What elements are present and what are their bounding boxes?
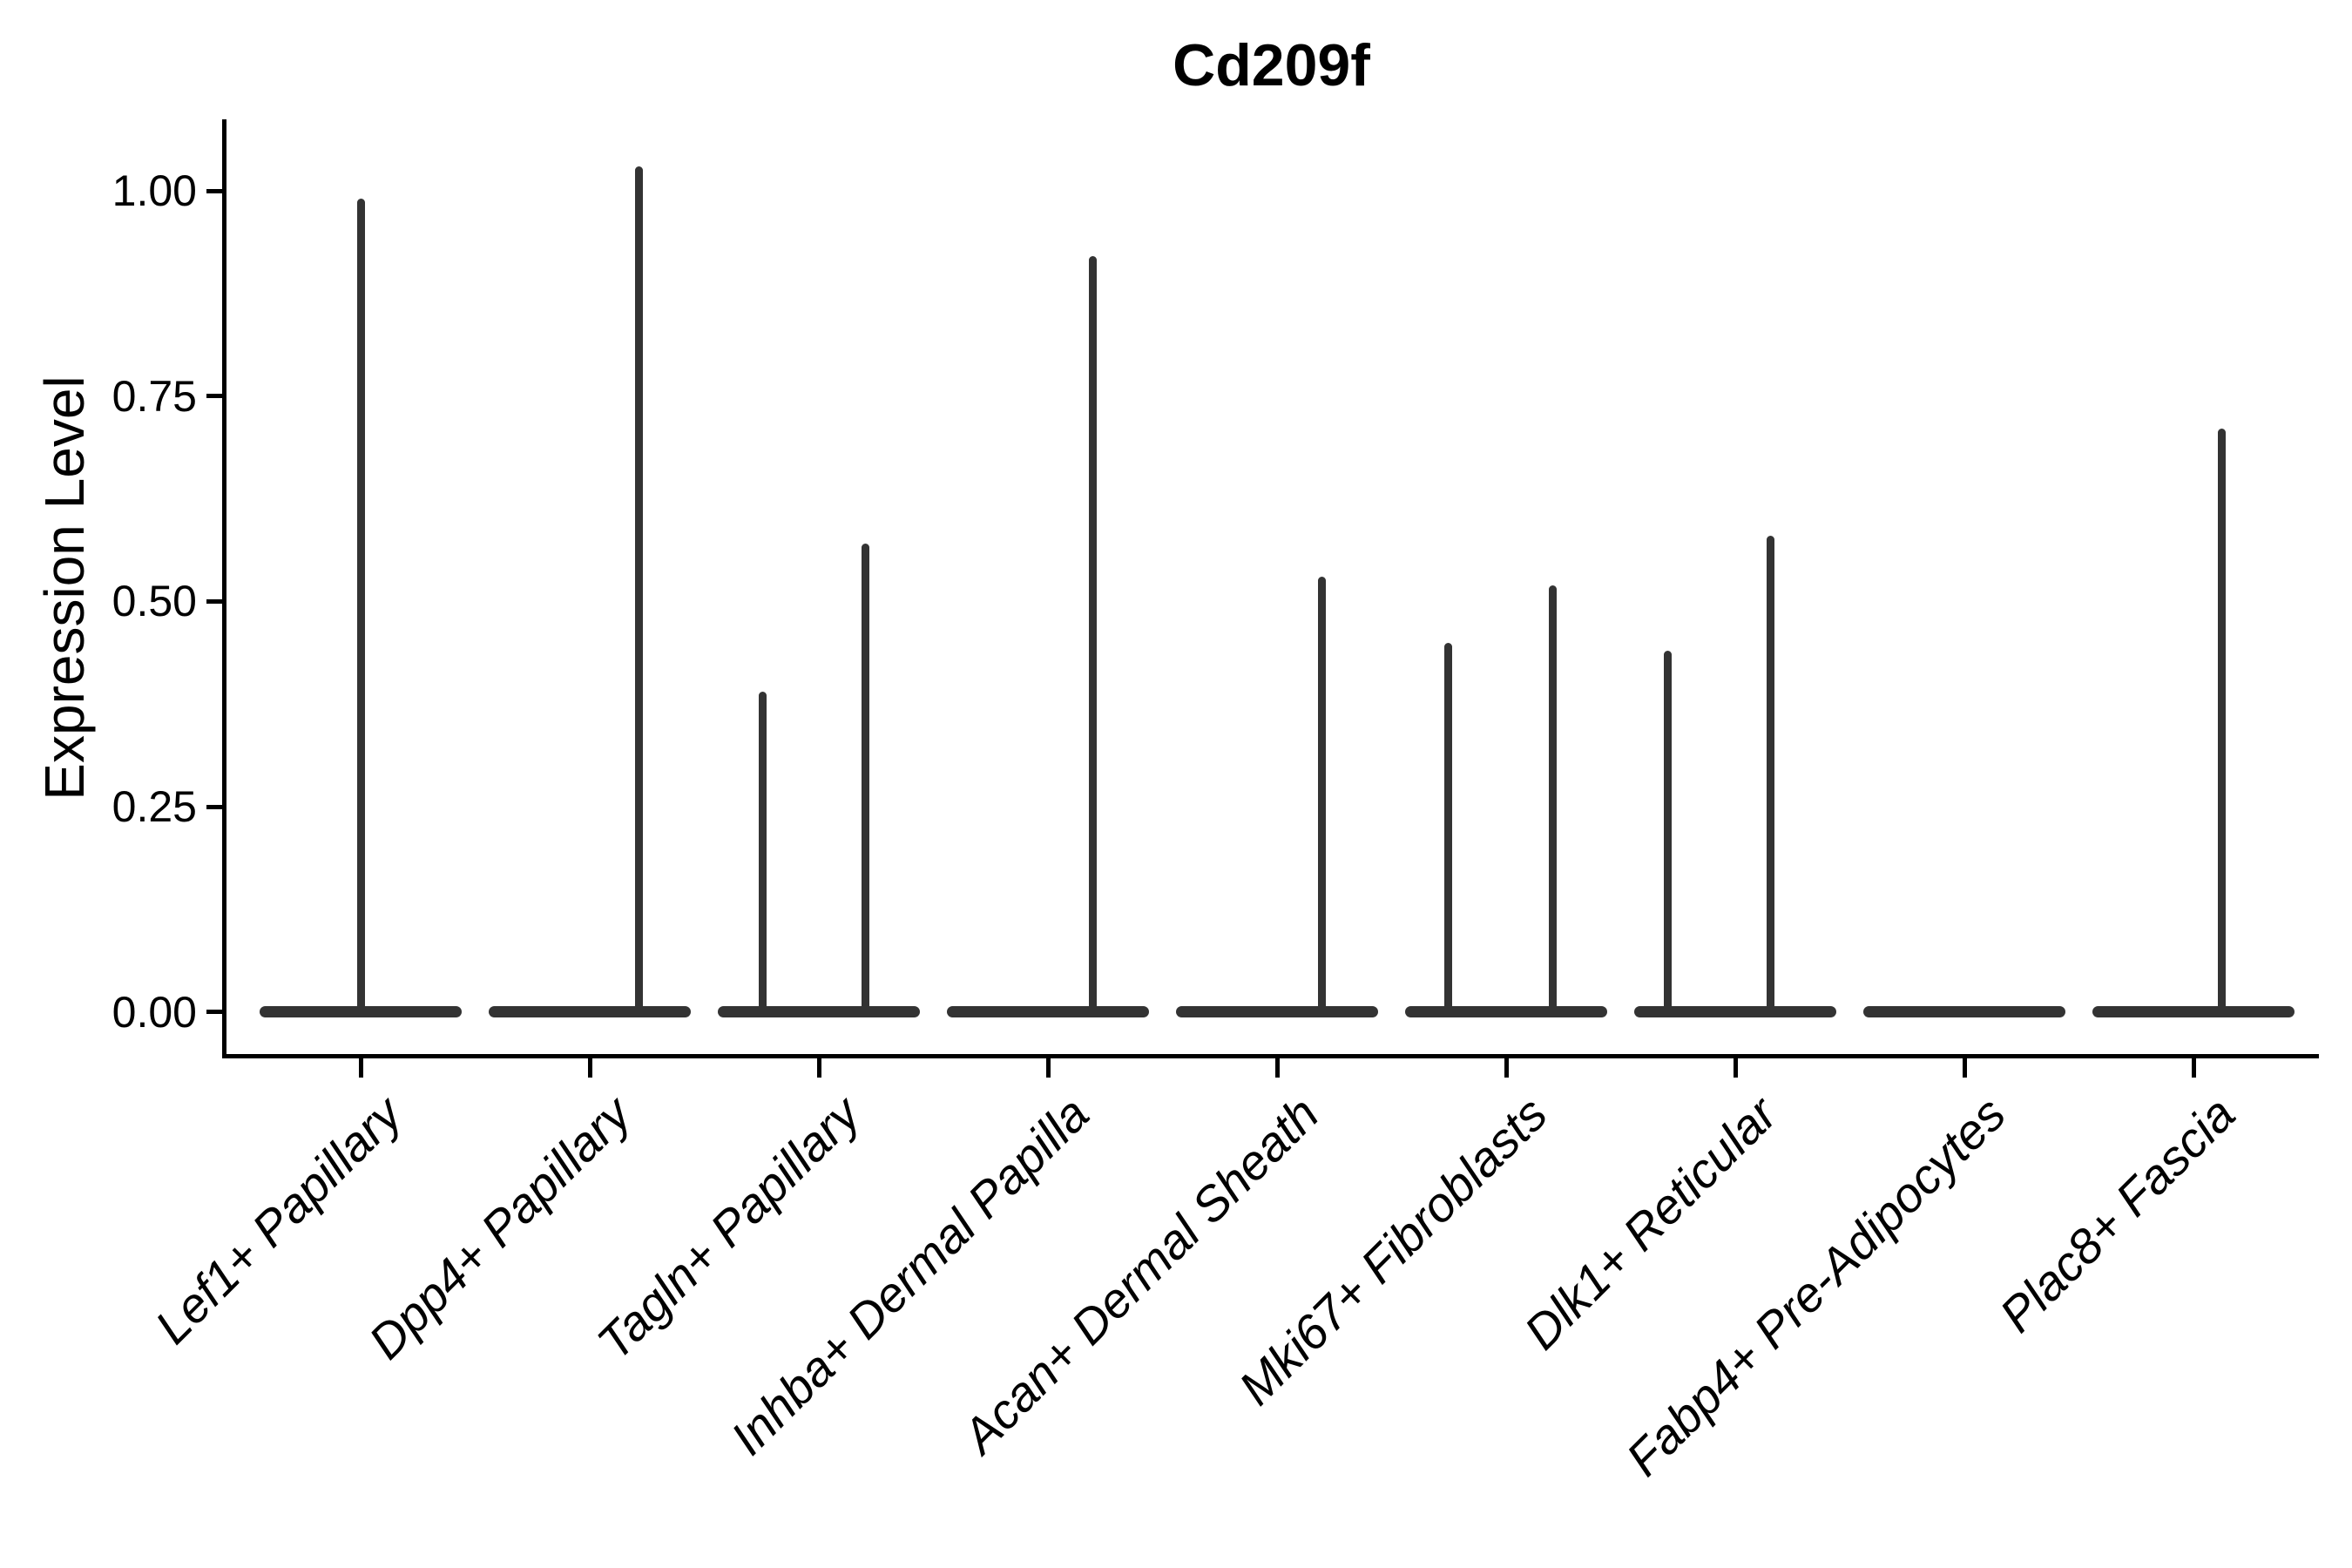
x-tick-mark xyxy=(358,1058,363,1078)
y-tick-label: 0.75 xyxy=(112,371,197,421)
violin-spike xyxy=(1317,577,1326,1018)
y-tick-mark xyxy=(206,804,224,809)
y-tick-label: 0.25 xyxy=(112,782,197,832)
x-tick-mark xyxy=(1962,1058,1967,1078)
violin-spike xyxy=(356,199,365,1018)
x-tick-mark xyxy=(1045,1058,1051,1078)
violin-body xyxy=(1405,1006,1607,1018)
violin-body xyxy=(1176,1006,1378,1018)
x-tick-mark xyxy=(816,1058,821,1078)
violin-body xyxy=(2092,1006,2295,1018)
x-tick-label: Plac8+ Fascia xyxy=(1988,1085,2246,1343)
violin-spike xyxy=(2217,429,2226,1018)
y-tick-mark xyxy=(206,598,224,604)
y-tick-label: 0.00 xyxy=(112,987,197,1037)
violin-spike xyxy=(1088,256,1097,1018)
x-tick-mark xyxy=(1733,1058,1738,1078)
x-tick-mark xyxy=(1274,1058,1280,1078)
violin-spike xyxy=(1548,585,1557,1018)
x-axis-spine xyxy=(222,1054,2319,1058)
violin-spike xyxy=(758,692,767,1018)
violin-body xyxy=(489,1006,691,1018)
violin-body xyxy=(1863,1006,2065,1018)
violin-spike xyxy=(1443,642,1452,1018)
violin-spike xyxy=(1663,651,1672,1018)
x-tick-mark xyxy=(587,1058,592,1078)
x-tick-mark xyxy=(2191,1058,2196,1078)
y-tick-label: 1.00 xyxy=(112,166,197,216)
y-axis-spine xyxy=(222,119,226,1058)
y-tick-label: 0.50 xyxy=(112,577,197,626)
x-tick-label: Fabp4+ Pre-Adipocytes xyxy=(1615,1085,2017,1487)
violin-body xyxy=(718,1006,920,1018)
violin-body xyxy=(947,1006,1149,1018)
x-tick-mark xyxy=(1504,1058,1509,1078)
violin-spike xyxy=(634,166,643,1018)
violin-spike xyxy=(861,544,869,1018)
violin-body xyxy=(1634,1006,1836,1018)
y-tick-mark xyxy=(206,1010,224,1015)
y-tick-mark xyxy=(206,188,224,193)
chart-title: Cd209f xyxy=(1173,32,1370,98)
violin-spike xyxy=(1766,536,1774,1018)
y-tick-mark xyxy=(206,394,224,399)
